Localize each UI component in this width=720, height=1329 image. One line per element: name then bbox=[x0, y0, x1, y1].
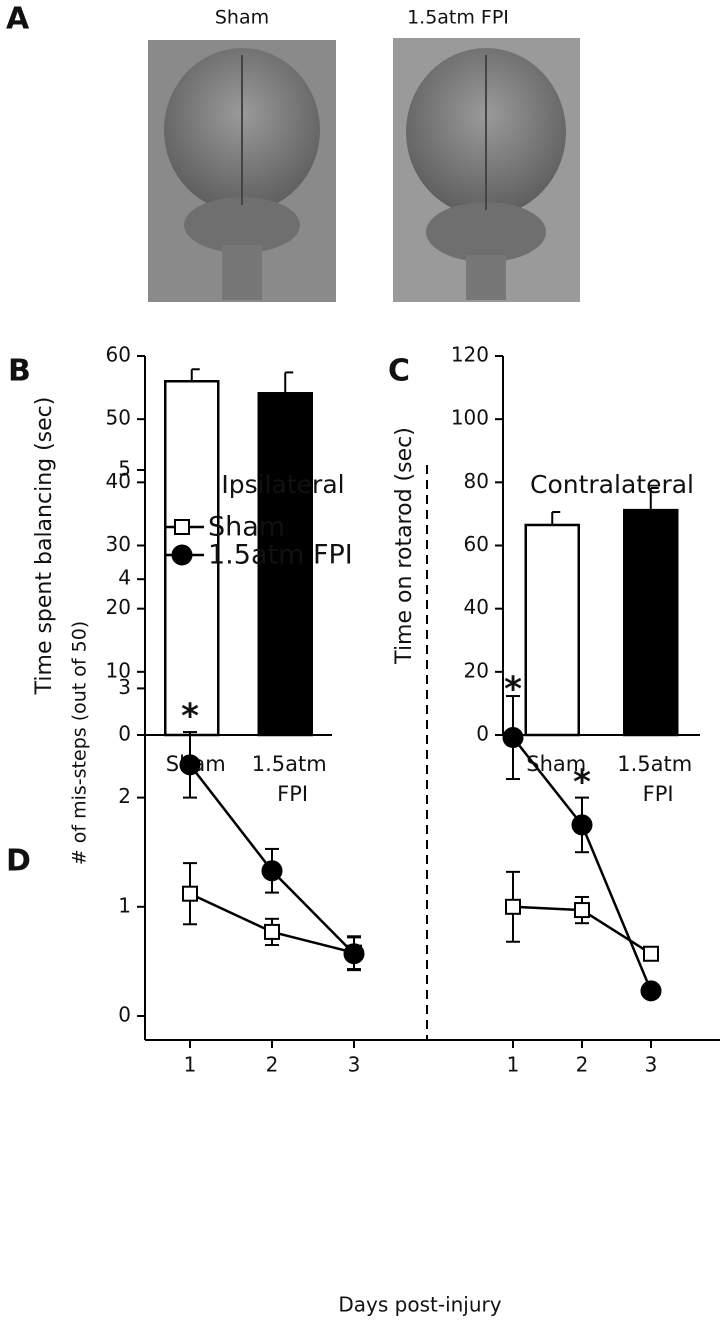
y-tick-label: 80 bbox=[464, 469, 489, 493]
y-tick-label: 0 bbox=[118, 1003, 131, 1027]
y-tick-label: 20 bbox=[464, 658, 489, 682]
y-tick-label: 4 bbox=[118, 566, 131, 590]
y-axis-label: Time on rotarod (sec) bbox=[392, 427, 417, 665]
x-tick-label: 1 bbox=[507, 1053, 520, 1077]
marker bbox=[182, 885, 198, 902]
marker bbox=[574, 902, 590, 919]
y-tick-label: 60 bbox=[464, 532, 489, 556]
marker bbox=[261, 860, 283, 882]
x-tick-label: 3 bbox=[645, 1053, 658, 1077]
bar bbox=[623, 508, 679, 737]
y-tick-label: 60 bbox=[106, 343, 131, 367]
x-tick-label: 1 bbox=[184, 1053, 197, 1077]
y-tick-label: 50 bbox=[106, 406, 131, 430]
x-tick-label: 1.5atm FPI bbox=[617, 752, 692, 806]
marker bbox=[502, 727, 524, 749]
bar bbox=[524, 523, 580, 737]
x-tick-label: 2 bbox=[576, 1053, 589, 1077]
annotation: * bbox=[573, 762, 591, 802]
y-tick-label: 0 bbox=[118, 722, 131, 746]
x-tick-label: 1.5atm FPI bbox=[252, 752, 327, 806]
y-tick-label: 20 bbox=[106, 595, 131, 619]
annotation: * bbox=[181, 697, 199, 737]
y-tick-label: 1 bbox=[118, 893, 131, 917]
y-tick-label: 30 bbox=[106, 532, 131, 556]
image-title: 1.5atm FPI bbox=[407, 7, 509, 29]
y-tick-label: 120 bbox=[451, 343, 489, 367]
y-tick-label: 100 bbox=[451, 406, 489, 430]
annotation: * bbox=[504, 669, 522, 709]
y-tick-label: 10 bbox=[106, 658, 131, 682]
panel-label: C bbox=[388, 354, 410, 389]
panel-label: A bbox=[6, 2, 30, 37]
legend-marker bbox=[174, 519, 190, 535]
y-tick-label: 40 bbox=[106, 469, 131, 493]
y-tick-label: 40 bbox=[464, 595, 489, 619]
y-tick-label: 5 bbox=[118, 457, 131, 481]
legend-label: 1.5atm FPI bbox=[208, 540, 353, 571]
marker bbox=[264, 923, 280, 940]
marker bbox=[505, 898, 521, 915]
image-title: Sham bbox=[215, 7, 269, 29]
x-tick-label: Sham bbox=[526, 752, 586, 776]
panel-label: B bbox=[8, 354, 31, 389]
x-axis-label: Days post-injury bbox=[338, 1293, 501, 1317]
marker bbox=[640, 980, 662, 1002]
x-tick-label: 3 bbox=[348, 1053, 361, 1077]
y-tick-label: 0 bbox=[476, 722, 489, 746]
x-tick-label: 2 bbox=[266, 1053, 279, 1077]
marker bbox=[343, 943, 365, 965]
legend-marker bbox=[171, 544, 193, 566]
y-tick-label: 3 bbox=[118, 675, 131, 699]
y-axis-label: # of mis-steps (out of 50) bbox=[69, 621, 91, 865]
legend-label: Sham bbox=[208, 512, 285, 543]
marker bbox=[643, 945, 659, 962]
y-axis-label: Time spent balancing (sec) bbox=[32, 397, 57, 696]
subplot-title: Ipsilateral bbox=[221, 470, 344, 499]
photo-fpi bbox=[393, 38, 580, 302]
y-tick-label: 2 bbox=[118, 784, 131, 808]
panel-label: D bbox=[6, 844, 31, 879]
photo-sham bbox=[148, 40, 336, 302]
subplot-title: Contralateral bbox=[530, 470, 694, 499]
marker bbox=[179, 754, 201, 776]
marker bbox=[571, 814, 593, 836]
bar bbox=[257, 392, 313, 737]
